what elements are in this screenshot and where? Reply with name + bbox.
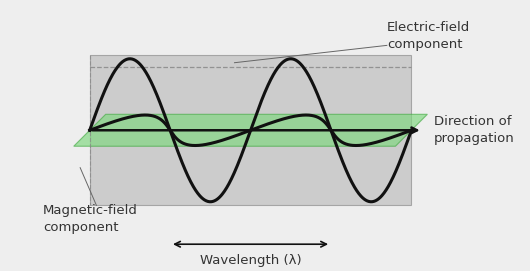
Text: Direction of
propagation: Direction of propagation [434, 115, 515, 145]
Text: Magnetic-field
component: Magnetic-field component [43, 204, 138, 234]
Polygon shape [90, 55, 411, 205]
Polygon shape [74, 114, 427, 146]
Text: Electric-field
component: Electric-field component [387, 21, 470, 51]
Text: Wavelength (λ): Wavelength (λ) [200, 254, 302, 267]
